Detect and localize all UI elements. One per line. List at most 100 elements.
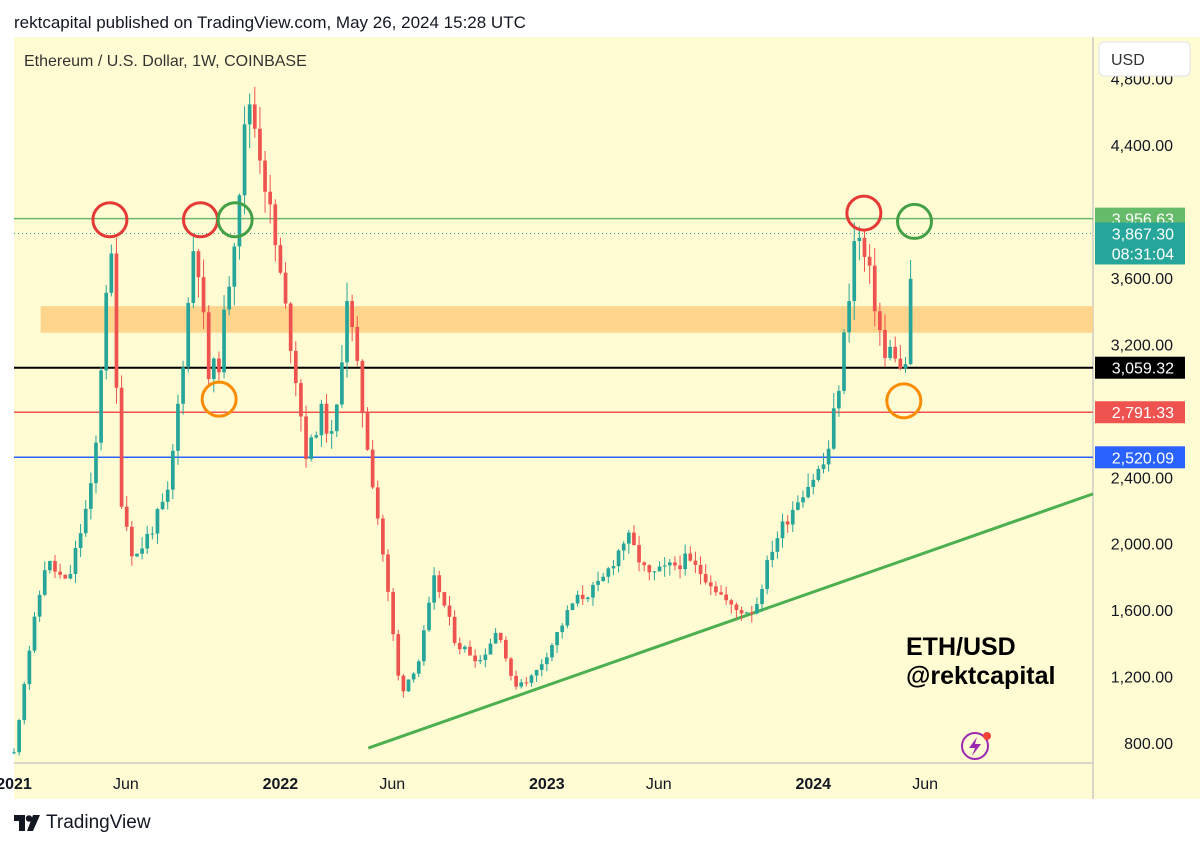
candle-body bbox=[181, 367, 185, 404]
candle bbox=[657, 561, 662, 572]
candle bbox=[99, 366, 103, 451]
candle bbox=[790, 501, 795, 533]
candle-body bbox=[217, 358, 221, 373]
candle-body bbox=[329, 431, 334, 434]
candle-body bbox=[437, 575, 442, 593]
x-tick-label: Jun bbox=[912, 776, 938, 793]
candle-body bbox=[309, 437, 314, 459]
publish-info: rektcapital published on TradingView.com… bbox=[14, 13, 526, 32]
candle bbox=[73, 540, 78, 584]
candle bbox=[483, 648, 488, 668]
candle-body bbox=[539, 664, 544, 670]
candle bbox=[565, 605, 570, 629]
candle-body bbox=[734, 604, 739, 611]
candle-body bbox=[268, 191, 273, 205]
currency-button-label[interactable]: USD bbox=[1111, 52, 1145, 69]
candle bbox=[842, 329, 846, 395]
y-tick-label: 1,200.00 bbox=[1111, 670, 1173, 687]
candle-body bbox=[570, 603, 575, 611]
candle bbox=[898, 344, 903, 371]
candle-body bbox=[888, 346, 892, 358]
candle-body bbox=[283, 272, 288, 304]
candle bbox=[785, 515, 790, 533]
x-tick-label: Jun bbox=[379, 776, 405, 793]
candle bbox=[662, 557, 667, 577]
candle bbox=[48, 560, 52, 574]
lightning-icon[interactable] bbox=[961, 732, 991, 760]
candle bbox=[124, 495, 129, 531]
candle-body bbox=[360, 360, 365, 413]
candle-body bbox=[12, 752, 16, 754]
candle bbox=[796, 495, 800, 511]
candle-body bbox=[667, 562, 672, 566]
candle-body bbox=[560, 625, 565, 633]
trendline[interactable] bbox=[367, 492, 1094, 750]
candle-body bbox=[616, 550, 621, 567]
x-tick-label: Jun bbox=[646, 776, 672, 793]
candle bbox=[693, 551, 698, 574]
candle bbox=[191, 235, 196, 309]
candle bbox=[837, 385, 841, 417]
candle-body bbox=[247, 104, 252, 125]
candle bbox=[560, 623, 565, 639]
candle-body bbox=[222, 309, 226, 373]
candle-body bbox=[770, 551, 775, 561]
x-tick-label: 2022 bbox=[263, 776, 299, 793]
candle-body bbox=[898, 358, 903, 369]
candle bbox=[601, 572, 606, 582]
candle-body bbox=[883, 329, 887, 358]
candle bbox=[775, 531, 780, 559]
candle-body bbox=[293, 350, 298, 384]
candle-body bbox=[637, 545, 641, 563]
candle-body bbox=[416, 661, 421, 674]
candle-body bbox=[299, 383, 303, 417]
candle bbox=[58, 563, 62, 579]
candle-body bbox=[831, 408, 836, 449]
candle bbox=[611, 559, 616, 576]
candle-body bbox=[340, 362, 344, 405]
candle-body bbox=[765, 560, 769, 590]
candle-body bbox=[785, 521, 790, 525]
candle-body bbox=[498, 632, 503, 640]
candle bbox=[299, 378, 303, 432]
candle-body bbox=[514, 675, 518, 687]
candle bbox=[642, 561, 647, 572]
candle-body bbox=[119, 387, 124, 507]
candle-body bbox=[683, 553, 688, 570]
price-label-last-price bbox=[1095, 222, 1185, 265]
candle-body bbox=[68, 574, 73, 579]
candle bbox=[724, 586, 729, 605]
candle bbox=[903, 356, 908, 373]
candle bbox=[406, 679, 411, 692]
candle bbox=[365, 407, 370, 451]
candle-body bbox=[206, 312, 211, 380]
candle-body bbox=[411, 673, 416, 680]
price-label-support-red bbox=[1095, 401, 1185, 424]
currency-button[interactable]: USD bbox=[1098, 41, 1191, 77]
candle bbox=[416, 659, 421, 678]
candle-body bbox=[386, 554, 390, 592]
candle bbox=[626, 529, 631, 554]
candle-body bbox=[601, 576, 606, 581]
candle-body bbox=[124, 506, 129, 527]
candle-body bbox=[755, 604, 759, 614]
candle-body bbox=[463, 646, 467, 650]
candle-body bbox=[719, 592, 723, 595]
candle bbox=[381, 514, 385, 562]
candle bbox=[857, 226, 862, 261]
tradingview-logo: TradingView bbox=[14, 812, 151, 834]
candle-body bbox=[129, 526, 134, 557]
candle-body bbox=[821, 464, 826, 469]
candle-body bbox=[288, 303, 293, 351]
y-tick-label: 4,400.00 bbox=[1111, 138, 1173, 155]
candle bbox=[329, 419, 334, 449]
candle-body bbox=[73, 548, 78, 575]
candle bbox=[104, 285, 109, 380]
candle bbox=[27, 645, 32, 690]
candle-body bbox=[186, 302, 191, 368]
candle bbox=[452, 610, 457, 646]
candle bbox=[273, 199, 278, 262]
candle-body bbox=[483, 654, 488, 660]
candle-body bbox=[606, 568, 611, 577]
